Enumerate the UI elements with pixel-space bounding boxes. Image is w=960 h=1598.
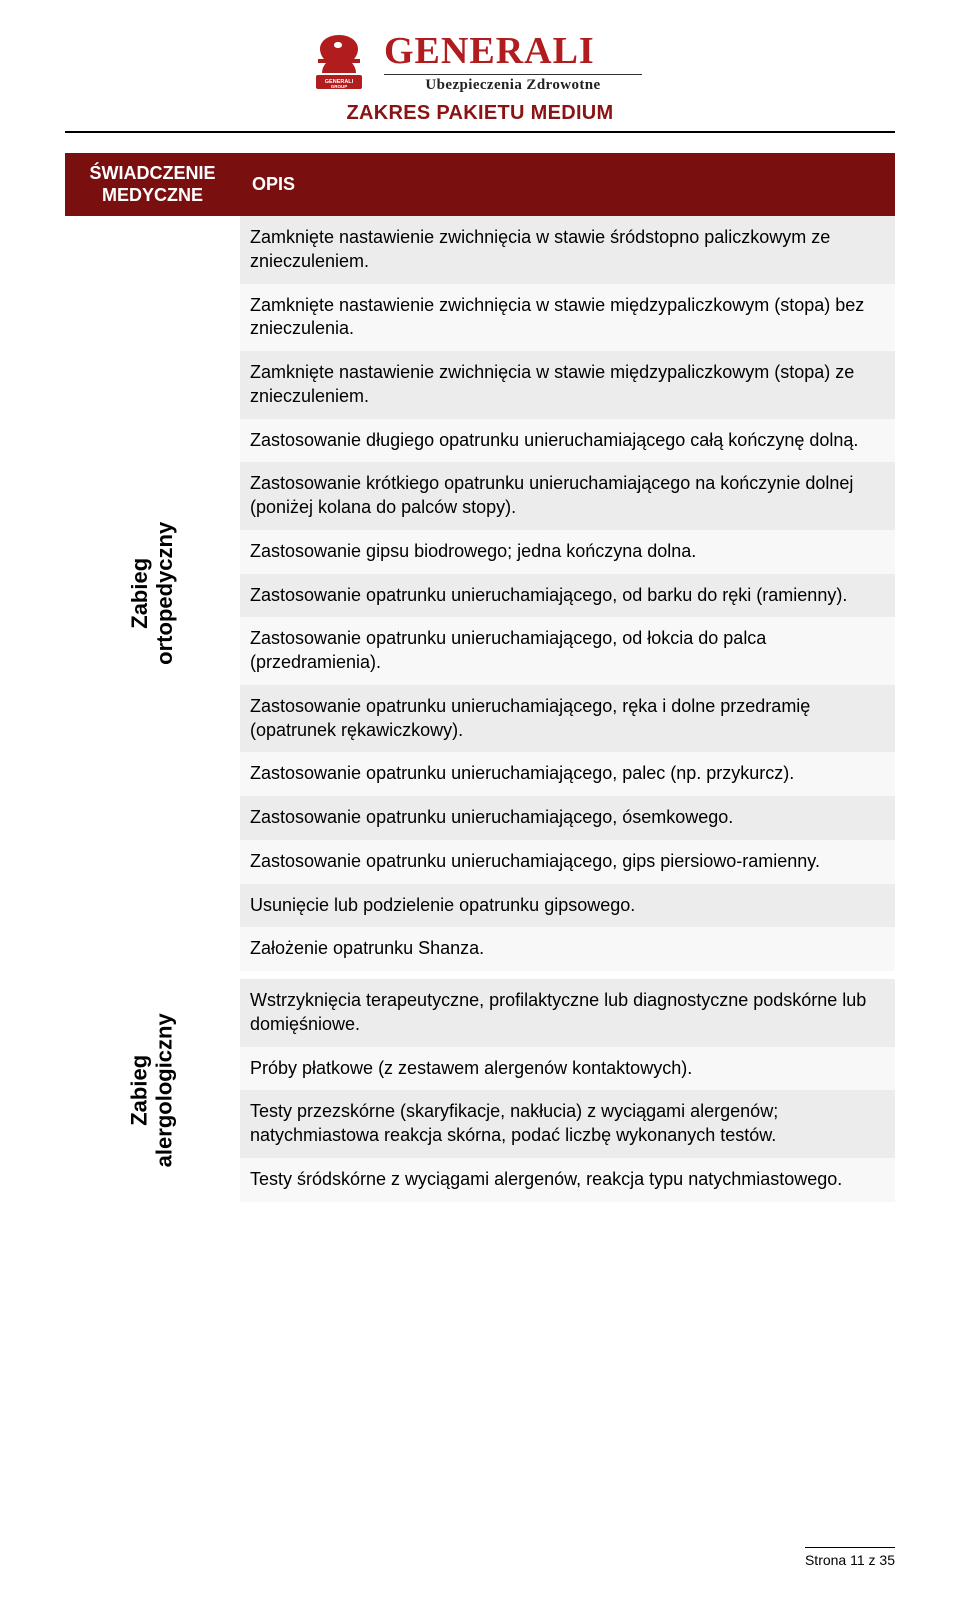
logo-row: GENERALI GROUP GENERALI Ubezpieczenia Zd… <box>306 30 654 94</box>
table-row: Zastosowanie krótkiego opatrunku unieruc… <box>240 462 895 530</box>
table-row: Usunięcie lub podzielenie opatrunku gips… <box>240 884 895 928</box>
table-row: Próby płatkowe (z zestawem alergenów kon… <box>240 1047 895 1091</box>
table-row: Zastosowanie opatrunku unieruchamiająceg… <box>240 752 895 796</box>
table-row: Zastosowanie opatrunku unieruchamiająceg… <box>240 796 895 840</box>
table-row: Zastosowanie opatrunku unieruchamiająceg… <box>240 617 895 685</box>
table-row: Testy przezskórne (skaryfikacje, nakłuci… <box>240 1090 895 1158</box>
group-label-line1: Zabieg <box>127 1055 152 1126</box>
table-row: Zamknięte nastawienie zwichnięcia w staw… <box>240 216 895 284</box>
table-row: Testy śródskórne z wyciągami alergenów, … <box>240 1158 895 1202</box>
document-title: ZAKRES PAKIETU MEDIUM <box>65 102 895 133</box>
header-cell-right: OPIS <box>240 153 895 216</box>
group-ortopedyczny: Zabieg ortopedyczny Zamknięte nastawieni… <box>65 216 895 971</box>
logo-area: GENERALI GROUP GENERALI Ubezpieczenia Zd… <box>65 30 895 96</box>
generali-wordmark-icon: GENERALI <box>384 30 654 72</box>
table-row: Zastosowanie gipsu biodrowego; jedna koń… <box>240 530 895 574</box>
table-row: Założenie opatrunku Shanza. <box>240 927 895 971</box>
wordmark-text: GENERALI <box>384 30 595 72</box>
group-body: Zamknięte nastawienie zwichnięcia w staw… <box>240 216 895 971</box>
table-row: Zastosowanie długiego opatrunku unieruch… <box>240 419 895 463</box>
benefits-table: ŚWIADCZENIE MEDYCZNE OPIS Zabieg ortoped… <box>65 153 895 1202</box>
logo-text-column: GENERALI Ubezpieczenia Zdrowotne <box>384 30 654 94</box>
group-label-line2: ortopedyczny <box>153 522 178 665</box>
group-gap <box>65 971 895 979</box>
table-row: Wstrzyknięcia terapeutyczne, profilaktyc… <box>240 979 895 1047</box>
sub-brand: Ubezpieczenia Zdrowotne <box>384 74 642 94</box>
page: GENERALI GROUP GENERALI Ubezpieczenia Zd… <box>0 0 960 1598</box>
table-row: Zastosowanie opatrunku unieruchamiająceg… <box>240 685 895 753</box>
table-row: Zastosowanie opatrunku unieruchamiająceg… <box>240 574 895 618</box>
header-left-line1: ŚWIADCZENIE <box>90 163 216 183</box>
table-row: Zamknięte nastawienie zwichnięcia w staw… <box>240 351 895 419</box>
table-row: Zastosowanie opatrunku unieruchamiająceg… <box>240 840 895 884</box>
svg-text:GROUP: GROUP <box>331 84 348 89</box>
generali-lion-icon: GENERALI GROUP <box>306 33 372 91</box>
group-label: Zabieg ortopedyczny <box>65 216 240 971</box>
header-cell-left: ŚWIADCZENIE MEDYCZNE <box>65 153 240 216</box>
group-label-line2: alergologiczny <box>152 1013 177 1167</box>
header-left-line2: MEDYCZNE <box>102 185 203 205</box>
group-label: Zabieg alergologiczny <box>65 979 240 1202</box>
table-row: Zamknięte nastawienie zwichnięcia w staw… <box>240 284 895 352</box>
group-body: Wstrzyknięcia terapeutyczne, profilaktyc… <box>240 979 895 1202</box>
group-label-line1: Zabieg <box>127 558 152 629</box>
page-footer: Strona 11 z 35 <box>805 1547 895 1568</box>
group-alergologiczny: Zabieg alergologiczny Wstrzyknięcia tera… <box>65 979 895 1202</box>
table-header-row: ŚWIADCZENIE MEDYCZNE OPIS <box>65 153 895 216</box>
